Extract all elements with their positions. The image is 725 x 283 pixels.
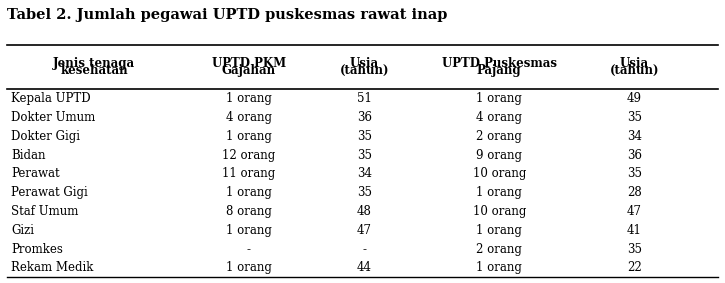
Text: 35: 35 — [357, 130, 372, 143]
Text: 1 orang: 1 orang — [226, 130, 272, 143]
Text: 49: 49 — [627, 92, 642, 105]
Text: 11 orang: 11 orang — [222, 168, 276, 181]
Text: 35: 35 — [627, 168, 642, 181]
Text: 1 orang: 1 orang — [476, 261, 522, 275]
Text: 1 orang: 1 orang — [476, 92, 522, 105]
Text: 41: 41 — [627, 224, 642, 237]
Text: 1 orang: 1 orang — [476, 186, 522, 199]
Text: 51: 51 — [357, 92, 372, 105]
Text: Jenis tenaga: Jenis tenaga — [53, 57, 136, 70]
Text: 35: 35 — [627, 243, 642, 256]
Text: 36: 36 — [627, 149, 642, 162]
Text: Usia: Usia — [349, 57, 379, 70]
Text: 2 orang: 2 orang — [476, 243, 522, 256]
Text: Usia: Usia — [620, 57, 649, 70]
Text: 48: 48 — [357, 205, 372, 218]
Text: -: - — [247, 243, 251, 256]
Text: Perawat: Perawat — [11, 168, 59, 181]
Text: 47: 47 — [627, 205, 642, 218]
Text: Kepala UPTD: Kepala UPTD — [11, 92, 91, 105]
Text: 4 orang: 4 orang — [225, 111, 272, 124]
Text: 1 orang: 1 orang — [226, 186, 272, 199]
Text: 34: 34 — [627, 130, 642, 143]
Text: 10 orang: 10 orang — [473, 168, 526, 181]
Text: 28: 28 — [627, 186, 642, 199]
Text: Perawat Gigi: Perawat Gigi — [11, 186, 88, 199]
Text: Staf Umum: Staf Umum — [11, 205, 78, 218]
Text: 12 orang: 12 orang — [222, 149, 276, 162]
Text: (tahun): (tahun) — [339, 64, 389, 77]
Text: 35: 35 — [627, 111, 642, 124]
Text: Promkes: Promkes — [11, 243, 63, 256]
Text: 4 orang: 4 orang — [476, 111, 522, 124]
Text: 10 orang: 10 orang — [473, 205, 526, 218]
Text: Tabel 2. Jumlah pegawai UPTD puskesmas rawat inap: Tabel 2. Jumlah pegawai UPTD puskesmas r… — [7, 8, 447, 22]
Text: Gizi: Gizi — [11, 224, 34, 237]
Text: 35: 35 — [357, 186, 372, 199]
Text: 36: 36 — [357, 111, 372, 124]
Text: 1 orang: 1 orang — [226, 224, 272, 237]
Text: kesehatan: kesehatan — [60, 64, 128, 77]
Text: Gajahan: Gajahan — [222, 64, 276, 77]
Text: Dokter Gigi: Dokter Gigi — [11, 130, 80, 143]
Text: -: - — [362, 243, 366, 256]
Text: Dokter Umum: Dokter Umum — [11, 111, 95, 124]
Text: 9 orang: 9 orang — [476, 149, 522, 162]
Text: (tahun): (tahun) — [610, 64, 659, 77]
Text: Pajang: Pajang — [477, 64, 521, 77]
Text: 34: 34 — [357, 168, 372, 181]
Text: Rekam Medik: Rekam Medik — [11, 261, 94, 275]
Text: 35: 35 — [357, 149, 372, 162]
Text: UPTD PKM: UPTD PKM — [212, 57, 286, 70]
Text: 1 orang: 1 orang — [226, 92, 272, 105]
Text: 47: 47 — [357, 224, 372, 237]
Text: 8 orang: 8 orang — [226, 205, 272, 218]
Text: Bidan: Bidan — [11, 149, 46, 162]
Text: 2 orang: 2 orang — [476, 130, 522, 143]
Text: 1 orang: 1 orang — [226, 261, 272, 275]
Text: 44: 44 — [357, 261, 372, 275]
Text: 22: 22 — [627, 261, 642, 275]
Text: UPTD Puskesmas: UPTD Puskesmas — [442, 57, 557, 70]
Text: 1 orang: 1 orang — [476, 224, 522, 237]
